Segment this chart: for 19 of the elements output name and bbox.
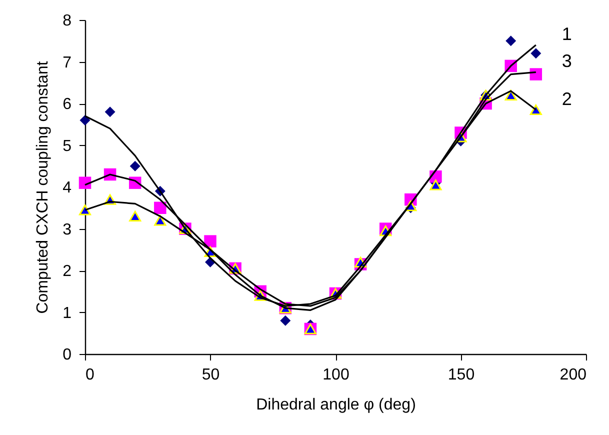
series-label: 1 (562, 24, 572, 44)
x-tick-label: 100 (322, 366, 350, 384)
x-tick-label: 200 (560, 366, 587, 384)
x-axis-title: Dihedral angle φ (deg) (256, 396, 416, 414)
x-tick-label: 50 (202, 366, 220, 384)
y-tick-label: 3 (62, 221, 72, 238)
x-tick-label: 150 (448, 366, 475, 384)
y-tick-label: 0 (62, 346, 72, 364)
y-axis-title: Computed CXCH coupling constant (34, 60, 52, 314)
y-tick-label: 4 (62, 180, 72, 196)
y-tick-label: 7 (62, 54, 72, 72)
x-tick-label: 0 (86, 366, 94, 384)
y-tick-label: 6 (62, 96, 72, 113)
y-tick-label: 8 (62, 12, 72, 30)
y-tick-label: 2 (62, 263, 72, 280)
series-label: 2 (562, 88, 572, 109)
y-tick-label: 1 (62, 304, 72, 322)
y-tick-label: 5 (62, 138, 72, 155)
series-label: 3 (562, 51, 572, 72)
